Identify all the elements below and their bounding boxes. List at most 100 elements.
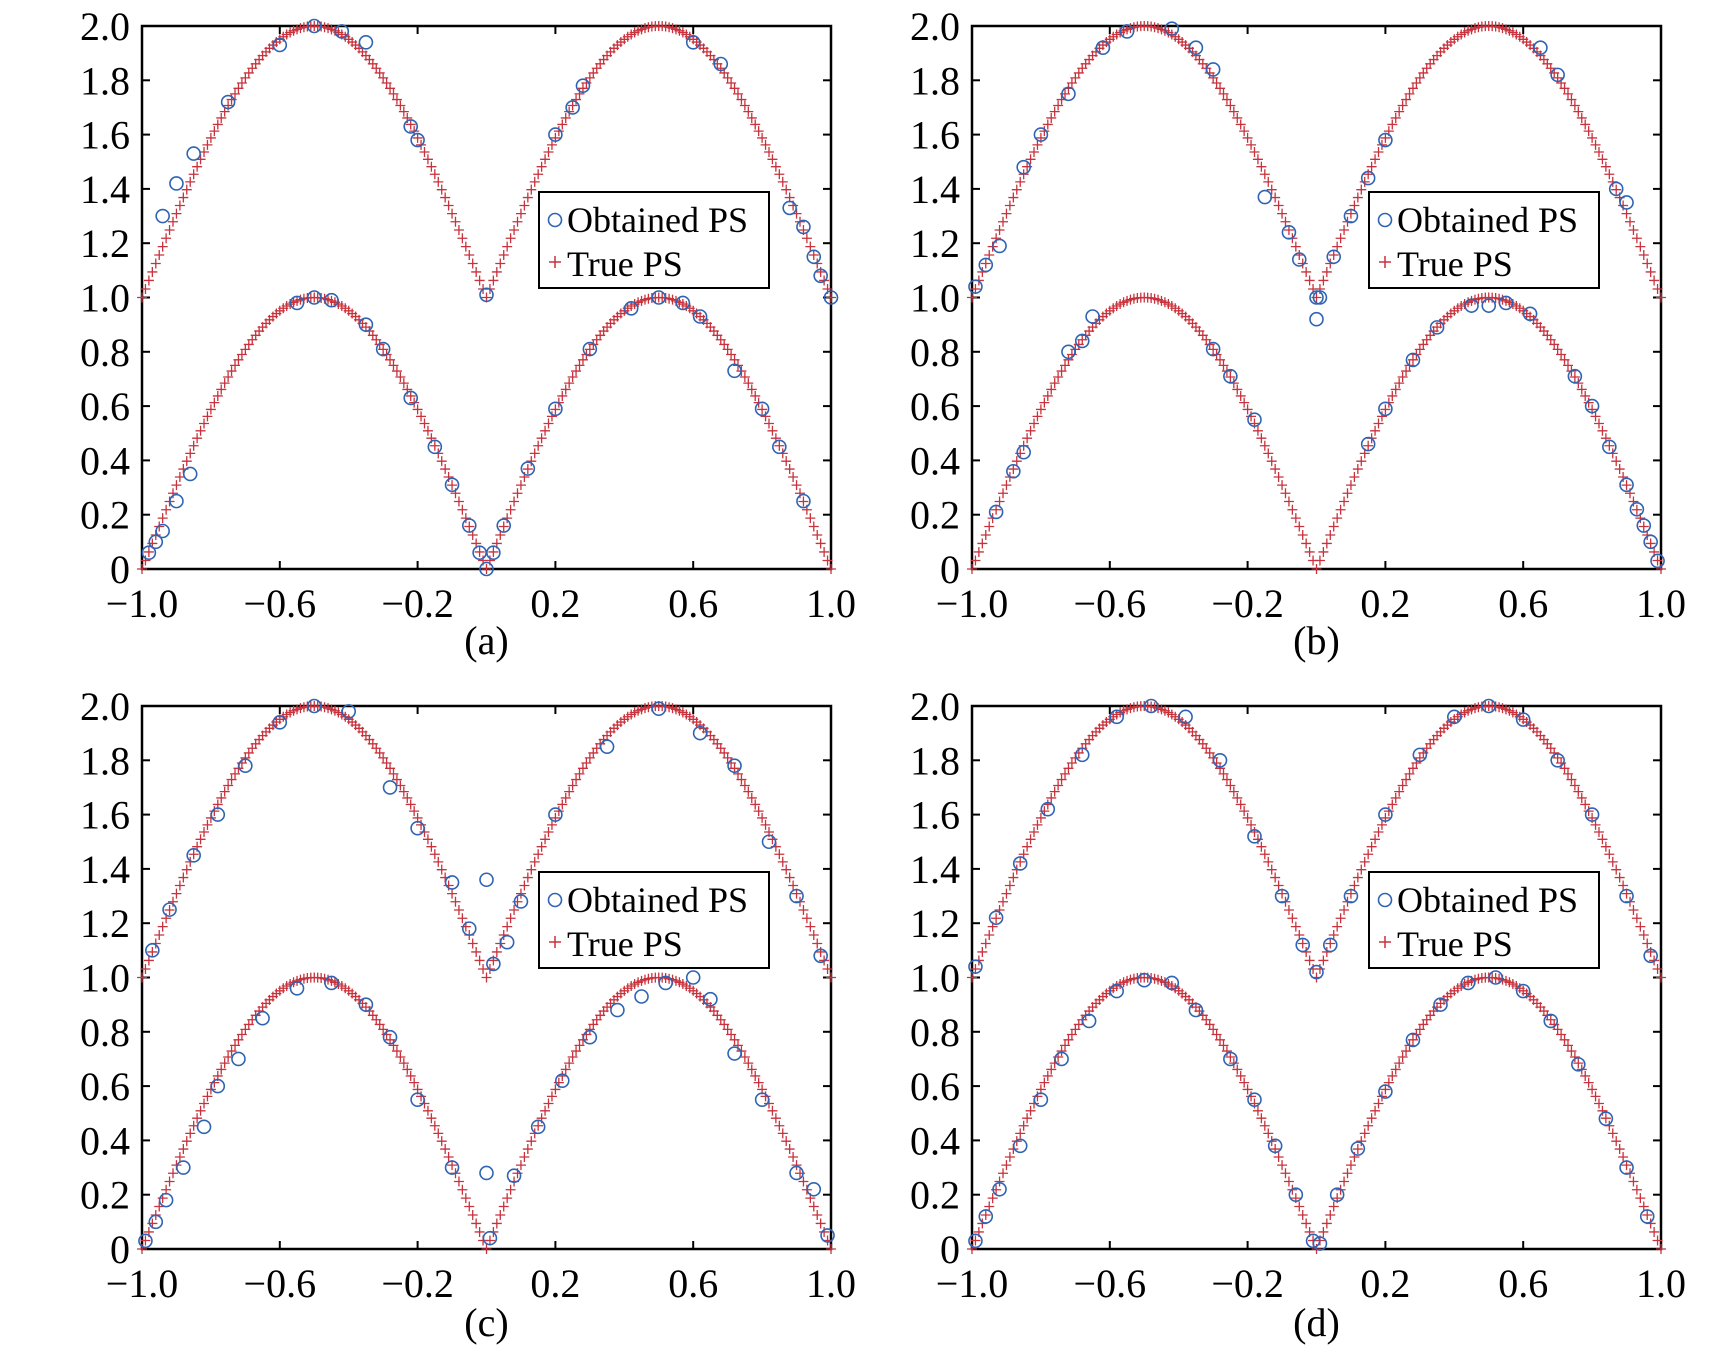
true-ps-marker [1604, 849, 1615, 860]
true-ps-marker [1297, 258, 1308, 269]
legend-box [538, 871, 770, 969]
obtained-ps-point [1608, 181, 1624, 197]
true-ps-marker [550, 404, 561, 415]
true-ps-marker [378, 344, 389, 355]
true-ps-marker [1411, 77, 1422, 88]
true-ps-marker [1397, 372, 1408, 383]
x-tick-label: 0.6 [1498, 1261, 1548, 1306]
true-ps-marker [1373, 827, 1384, 838]
true-ps-marker [481, 1244, 492, 1254]
true-ps-marker [1359, 856, 1370, 867]
true-ps-marker [1401, 366, 1412, 377]
true-ps-marker [140, 283, 151, 294]
true-ps-marker [1032, 139, 1043, 150]
true-ps-marker [157, 513, 168, 524]
true-ps-marker [1318, 955, 1329, 966]
obtained-ps-point [1567, 368, 1583, 384]
obtained-ps-point [1329, 1187, 1345, 1202]
true-ps-marker [440, 464, 451, 475]
true-ps-marker [1242, 812, 1253, 823]
obtained-ps-point [1012, 1138, 1028, 1154]
obtained-ps-point [1584, 398, 1600, 414]
true-ps-marker [739, 1052, 750, 1063]
true-ps-marker [1576, 112, 1587, 123]
true-ps-marker [1394, 786, 1405, 797]
true-ps-marker [1283, 1176, 1294, 1187]
true-ps-marker [1249, 147, 1260, 158]
true-ps-marker [567, 1052, 578, 1063]
obtained-ps-point [306, 18, 322, 34]
true-ps-marker [178, 872, 189, 883]
obtained-ps-point [1378, 401, 1393, 417]
obtained-ps-point [289, 295, 305, 311]
y-tick-label: 2.0 [910, 4, 960, 49]
y-tick-label: 0.8 [910, 1010, 960, 1055]
true-ps-marker [512, 488, 523, 499]
true-ps-marker [1290, 513, 1301, 524]
true-ps-marker [1635, 921, 1646, 932]
true-ps-marker [178, 192, 189, 203]
obtained-ps-point [358, 317, 374, 332]
legend-obtained-label: Obtained PS [1397, 880, 1578, 920]
true-ps-marker [1583, 1077, 1594, 1088]
true-ps-marker [1376, 819, 1387, 830]
true-ps-marker [1294, 250, 1305, 261]
true-ps-marker [1015, 1128, 1026, 1139]
true-ps-marker [416, 1091, 427, 1102]
true-ps-marker [767, 154, 778, 165]
true-ps-marker [422, 834, 433, 845]
true-ps-marker [1363, 1120, 1374, 1131]
true-ps-marker [453, 224, 464, 235]
true-ps-marker [1228, 1058, 1239, 1069]
true-ps-marker [457, 233, 468, 244]
x-tick-label: 0.2 [530, 581, 580, 626]
true-ps-marker [143, 955, 154, 966]
true-ps-marker [1397, 1052, 1408, 1063]
true-ps-marker [395, 1052, 406, 1063]
true-ps-marker [447, 208, 458, 219]
obtained-ps-point [727, 758, 742, 774]
obtained-ps-point [1085, 309, 1100, 324]
true-ps-marker [567, 780, 578, 791]
obtained-ps-point [461, 921, 477, 936]
x-tick-label: −1.0 [106, 1261, 179, 1306]
true-ps-marker [1569, 780, 1580, 791]
true-ps-marker [1328, 1201, 1339, 1212]
true-ps-marker [767, 425, 778, 436]
true-ps-marker [1318, 275, 1329, 286]
true-ps-marker [1642, 258, 1653, 269]
true-ps-marker [739, 372, 750, 383]
true-ps-marker [726, 77, 737, 88]
true-ps-marker [1225, 100, 1236, 111]
true-ps-marker [746, 1064, 757, 1075]
true-ps-marker [1359, 176, 1370, 187]
true-ps-marker [1387, 1070, 1398, 1081]
obtained-ps-point [158, 1192, 174, 1208]
true-ps-marker [808, 930, 819, 941]
true-ps-marker [1569, 1052, 1580, 1063]
true-ps-marker [1370, 1105, 1381, 1116]
obtained-ps-point [754, 401, 770, 417]
true-ps-marker [1218, 88, 1229, 99]
true-ps-marker [137, 564, 147, 574]
true-ps-marker [1263, 1128, 1274, 1139]
true-ps-marker [140, 963, 151, 974]
true-ps-marker [471, 946, 482, 957]
true-ps-marker [777, 176, 788, 187]
true-ps-marker [1600, 161, 1611, 172]
obtained-ps-point [1109, 983, 1124, 999]
true-ps-marker [1063, 354, 1074, 365]
true-ps-marker [1221, 94, 1232, 105]
true-ps-marker [422, 425, 433, 436]
true-ps-marker [168, 216, 179, 227]
true-ps-marker [1273, 1152, 1284, 1163]
obtained-ps-point [1636, 518, 1652, 533]
true-ps-marker [1335, 913, 1346, 924]
obtained-ps-point [782, 200, 797, 216]
true-ps-marker [233, 354, 244, 365]
true-ps-marker [1266, 456, 1277, 467]
obtained-ps-point [1602, 439, 1617, 455]
y-tick-label: 1.6 [80, 113, 130, 158]
true-ps-marker [1559, 83, 1570, 94]
obtained-ps-point [1533, 40, 1548, 56]
